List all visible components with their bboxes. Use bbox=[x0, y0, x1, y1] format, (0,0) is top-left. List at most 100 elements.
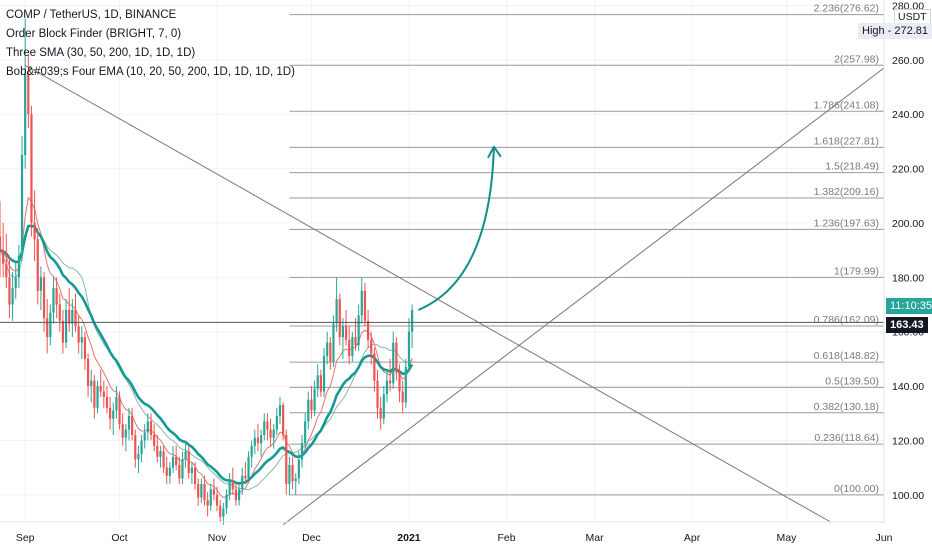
candle-body bbox=[197, 483, 200, 498]
y-tick-label: 220.00 bbox=[892, 164, 924, 176]
x-tick-label: Jun bbox=[876, 532, 893, 544]
candle-body bbox=[291, 464, 294, 482]
candle-body bbox=[228, 481, 231, 495]
projection-arrow-curve bbox=[418, 146, 495, 311]
trendlines[interactable] bbox=[24, 64, 885, 526]
candle-body bbox=[407, 331, 411, 368]
indicator-order-block[interactable]: Order Block Finder (BRIGHT, 7, 0) bbox=[6, 28, 182, 40]
indicator-three-sma[interactable]: Three SMA (30, 50, 200, 1D, 1D, 1D) bbox=[6, 47, 196, 59]
x-tick-label: May bbox=[777, 532, 798, 544]
candle-body bbox=[241, 475, 244, 490]
candle-body bbox=[124, 429, 127, 438]
candle-body bbox=[348, 339, 351, 357]
candle-body bbox=[105, 396, 109, 408]
candle-body bbox=[187, 451, 190, 474]
candle-body bbox=[8, 277, 11, 305]
symbol-title[interactable]: COMP / TetherUS, 1D, BINANCE bbox=[6, 9, 177, 21]
candle-body bbox=[300, 443, 304, 460]
candle-body bbox=[319, 375, 322, 392]
candle-body bbox=[278, 405, 282, 416]
fib-level-label: 1(179.99) bbox=[834, 265, 879, 277]
candle-body bbox=[131, 415, 134, 435]
candle-body bbox=[382, 394, 385, 419]
candle-body bbox=[171, 456, 175, 468]
candle-body bbox=[373, 353, 376, 381]
candle-body bbox=[190, 467, 194, 474]
candle-body bbox=[24, 73, 27, 155]
candle-body bbox=[49, 312, 52, 338]
candle-body bbox=[165, 467, 168, 476]
countdown-label: 11:10:35 bbox=[886, 298, 932, 314]
candle-body bbox=[17, 255, 20, 278]
candle-body bbox=[14, 277, 17, 289]
sma-20-line bbox=[0, 225, 413, 491]
candle-body bbox=[219, 505, 222, 517]
fib-level-label: 2.236(276.62) bbox=[814, 3, 879, 15]
candle-body bbox=[71, 309, 74, 324]
currency-label[interactable]: USDT bbox=[894, 9, 931, 25]
candle-body bbox=[112, 410, 115, 419]
candle-body bbox=[2, 250, 5, 264]
candle-body bbox=[143, 432, 146, 441]
candle-body bbox=[250, 445, 253, 457]
candle-body bbox=[200, 483, 203, 498]
candle-body bbox=[168, 467, 171, 476]
candle-body bbox=[55, 288, 58, 305]
candle-body bbox=[96, 386, 99, 408]
candle-body bbox=[46, 318, 49, 338]
projection-arrow[interactable] bbox=[418, 145, 502, 311]
candle-body bbox=[392, 342, 395, 384]
candle-body bbox=[376, 380, 379, 408]
indicator-four-ema[interactable]: Bob&#039;s Four EMA (10, 20, 50, 200, 1D… bbox=[6, 66, 295, 78]
last-price-label: 163.43 bbox=[886, 317, 928, 333]
candle-body bbox=[294, 478, 297, 482]
candle-body bbox=[310, 399, 313, 411]
candle-body bbox=[162, 451, 165, 468]
candle-body bbox=[118, 396, 121, 425]
x-tick-label: 2021 bbox=[397, 532, 421, 544]
candle-body bbox=[64, 309, 68, 343]
candle-body bbox=[297, 459, 300, 479]
candle-body bbox=[74, 309, 77, 327]
fib-level-label: 0.618(148.82) bbox=[814, 350, 879, 362]
candle-body bbox=[360, 290, 363, 316]
candle-body bbox=[80, 337, 83, 343]
candle-body bbox=[203, 483, 206, 501]
candle-body bbox=[385, 380, 389, 395]
candle-body bbox=[269, 429, 272, 438]
candle-body bbox=[282, 405, 285, 435]
candle-body bbox=[244, 475, 247, 479]
projection-arrow-head bbox=[487, 145, 502, 159]
candle-body bbox=[137, 454, 140, 460]
y-tick-label: 140.00 bbox=[892, 381, 924, 393]
candle-body bbox=[344, 326, 348, 340]
candle-body bbox=[0, 236, 2, 251]
fib-level-label: 2(257.98) bbox=[834, 53, 879, 65]
candle-body bbox=[411, 309, 414, 332]
fib-level-label: 1.786(241.08) bbox=[814, 99, 879, 111]
candle-body bbox=[11, 288, 14, 305]
fibonacci-extension[interactable]: 0(100.00) 0.236(118.64) 0.382(130.18) 0.5(1… bbox=[289, 3, 884, 496]
candle-body bbox=[175, 456, 178, 465]
fib-level-label: 0(100.00) bbox=[834, 483, 879, 495]
candle-body bbox=[61, 320, 65, 343]
candle-body bbox=[313, 388, 316, 411]
x-tick-label: Sep bbox=[16, 532, 35, 544]
candle-body bbox=[159, 451, 162, 457]
fib-level-label: 0.382(130.18) bbox=[814, 401, 879, 413]
candle-body bbox=[102, 391, 105, 397]
candles bbox=[0, 19, 414, 525]
fib-level-label: 1.236(197.63) bbox=[814, 217, 879, 229]
y-tick-label: 120.00 bbox=[892, 435, 924, 447]
fib-level-label: 1.618(227.81) bbox=[814, 135, 879, 147]
candle-body bbox=[184, 451, 187, 460]
y-tick-label: 260.00 bbox=[892, 55, 924, 67]
candle-body bbox=[225, 494, 228, 509]
candle-body bbox=[149, 421, 153, 435]
candle-body bbox=[181, 459, 184, 479]
candle-body bbox=[263, 421, 266, 435]
candle-body bbox=[398, 372, 401, 392]
candle-body bbox=[222, 508, 225, 517]
